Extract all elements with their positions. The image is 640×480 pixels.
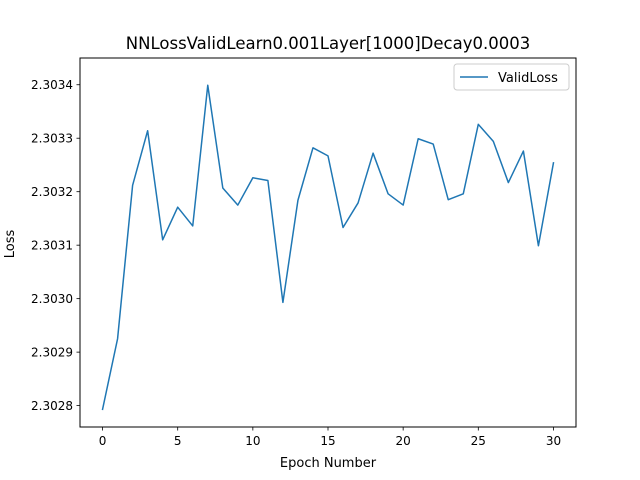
x-axis-label: Epoch Number bbox=[280, 456, 377, 471]
legend-box bbox=[453, 63, 570, 91]
plot-area: 0 5 10 15 20 25 30 2.3028 2.3029 2.3030 2.3031 2.30… bbox=[31, 57, 577, 448]
y-tick-label: 2.3032 bbox=[31, 185, 73, 199]
legend: ValidLoss bbox=[453, 63, 570, 91]
x-tick-label: 0 bbox=[99, 434, 107, 448]
y-tick-label: 2.3030 bbox=[31, 292, 73, 306]
y-tick-label: 2.3034 bbox=[31, 78, 73, 92]
x-tick-label: 15 bbox=[320, 434, 335, 448]
legend-label: ValidLoss bbox=[498, 71, 558, 86]
y-axis-label: Loss bbox=[3, 230, 18, 259]
y-tick-label: 2.3028 bbox=[31, 399, 73, 413]
y-tick-label: 2.3031 bbox=[31, 238, 73, 252]
x-tick-label: 20 bbox=[396, 434, 411, 448]
x-tick-label: 30 bbox=[546, 434, 561, 448]
y-tick-label: 2.3029 bbox=[31, 345, 73, 359]
x-tick-label: 5 bbox=[174, 434, 182, 448]
y-tick-label: 2.3033 bbox=[31, 132, 73, 146]
x-tick-label: 25 bbox=[471, 434, 486, 448]
series-line-0 bbox=[101, 84, 555, 411]
x-tick-label: 10 bbox=[245, 434, 260, 448]
chart-title: NNLossValidLearn0.001Layer[1000]Decay0.0… bbox=[126, 34, 530, 53]
